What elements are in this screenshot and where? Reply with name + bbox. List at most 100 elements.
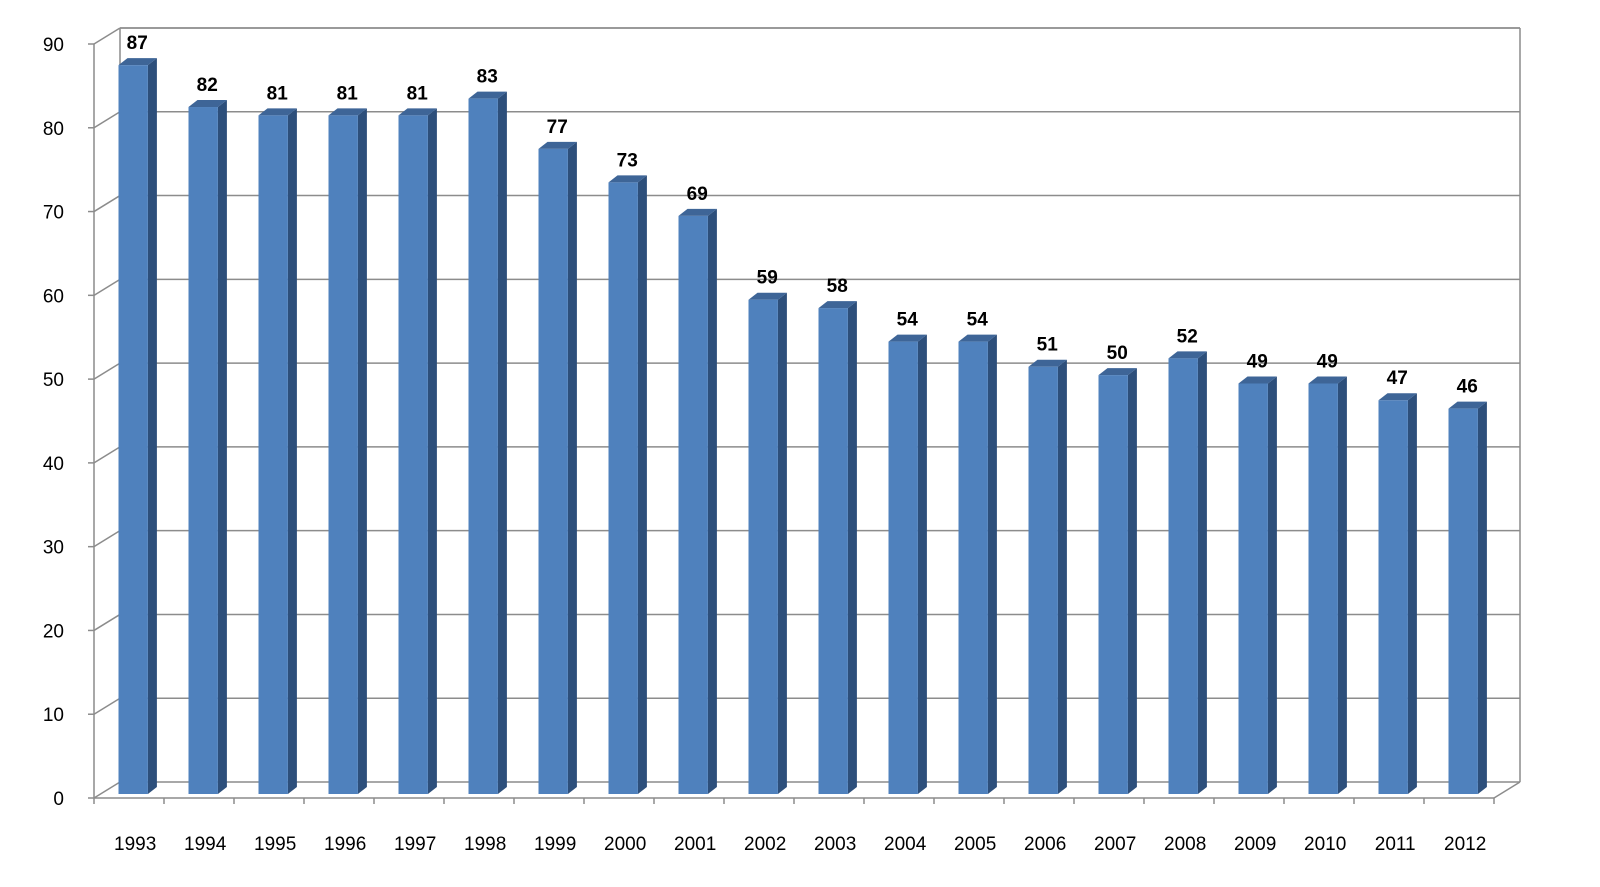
bar-front — [468, 98, 498, 794]
bar-side — [567, 141, 577, 794]
bar-top — [188, 100, 227, 108]
bar — [328, 108, 367, 794]
data-label: 81 — [337, 83, 359, 104]
bar-front — [258, 115, 288, 794]
bar — [118, 58, 157, 795]
bar-top — [958, 334, 997, 342]
bar-side — [1057, 359, 1067, 794]
data-label: 51 — [1037, 335, 1059, 356]
gridline-side — [93, 111, 121, 129]
y-axis-tick-labels: 0 10 20 30 40 50 60 70 80 90 — [43, 35, 64, 810]
bar — [748, 292, 787, 794]
data-label: 81 — [267, 83, 289, 104]
data-label: 73 — [617, 150, 638, 171]
y-tick-label: 50 — [43, 370, 64, 391]
data-label: 46 — [1457, 377, 1478, 398]
bar — [1238, 376, 1277, 794]
bar — [188, 100, 227, 795]
y-tick-label: 20 — [43, 621, 64, 642]
x-tick-label: 2005 — [954, 834, 996, 855]
bar-top — [1168, 351, 1207, 359]
y-tick-label: 40 — [43, 454, 64, 475]
data-label: 50 — [1107, 343, 1128, 364]
x-tick-label: 2004 — [884, 834, 927, 855]
bar-side — [777, 292, 787, 794]
bar-front — [678, 215, 708, 794]
bar-top — [468, 91, 507, 99]
gridline-side — [93, 613, 121, 632]
x-tick-label: 2010 — [1304, 834, 1346, 855]
bar-top — [1308, 376, 1347, 384]
bar-side — [987, 334, 997, 794]
bar-front — [748, 299, 778, 794]
x-tick-label: 2007 — [1094, 834, 1136, 855]
bar-top — [678, 208, 717, 216]
data-label: 81 — [407, 83, 429, 104]
bar-front — [1378, 400, 1408, 794]
bars — [118, 58, 1487, 795]
x-tick-label: 2012 — [1444, 834, 1486, 855]
data-label: 69 — [687, 184, 708, 205]
bar-side — [217, 100, 227, 795]
bar-side — [497, 91, 507, 794]
bar-top — [608, 175, 647, 183]
bar — [608, 175, 647, 794]
bar-top — [1028, 359, 1067, 367]
gridline-side — [93, 194, 121, 213]
gridline-side — [93, 27, 121, 45]
y-tick-label: 0 — [53, 789, 64, 810]
bar — [468, 91, 507, 794]
bar-front — [328, 115, 358, 794]
bar-side — [1267, 376, 1277, 794]
gridline-side — [93, 446, 121, 464]
x-tick-label: 2006 — [1024, 834, 1066, 855]
bar-side — [847, 301, 857, 794]
bar-front — [1308, 383, 1338, 794]
x-tick-label: 2002 — [744, 834, 786, 855]
y-tick-label: 90 — [43, 35, 64, 56]
data-label: 87 — [127, 33, 148, 54]
bar-side — [1197, 351, 1207, 794]
bar-side — [1337, 376, 1347, 794]
data-label: 59 — [757, 268, 778, 289]
bar-front — [1098, 375, 1128, 794]
data-label: 82 — [197, 75, 218, 96]
bar-front — [1028, 366, 1058, 794]
x-tick-label: 1993 — [114, 834, 156, 855]
bar — [888, 334, 927, 794]
x-tick-label: 2001 — [674, 834, 716, 855]
bar-top — [258, 108, 297, 116]
bar — [1168, 351, 1207, 794]
floor-left-edge — [93, 781, 121, 799]
gridlines — [93, 27, 1521, 799]
data-label: 49 — [1247, 351, 1268, 372]
bar-side — [917, 334, 927, 794]
bar — [1028, 359, 1067, 794]
data-label: 54 — [897, 310, 919, 331]
bar — [1378, 393, 1417, 794]
floor-right-edge — [1493, 781, 1521, 799]
x-tick-label: 1998 — [464, 834, 506, 855]
bar-front — [398, 115, 428, 794]
data-label: 52 — [1177, 326, 1198, 347]
bar-side — [427, 108, 437, 794]
bar-front — [818, 308, 848, 794]
bar — [1448, 401, 1487, 794]
bar-top — [1448, 401, 1487, 409]
bar-top — [818, 301, 857, 309]
bar-top — [1378, 393, 1417, 401]
x-tick-label: 1995 — [254, 834, 296, 855]
data-label: 58 — [827, 276, 848, 297]
data-labels: 87 82 81 81 81 83 77 73 69 59 58 54 54 51 50 52 49 49 47 46 — [127, 33, 1478, 397]
bar-side — [147, 58, 157, 794]
bar — [818, 301, 857, 794]
bar-top — [398, 108, 437, 116]
bar-side — [1407, 393, 1417, 794]
bar — [678, 208, 717, 794]
x-tick-label: 2009 — [1234, 834, 1276, 855]
y-tick-label: 70 — [43, 203, 64, 224]
bar — [958, 334, 997, 794]
bar-top — [748, 292, 787, 300]
